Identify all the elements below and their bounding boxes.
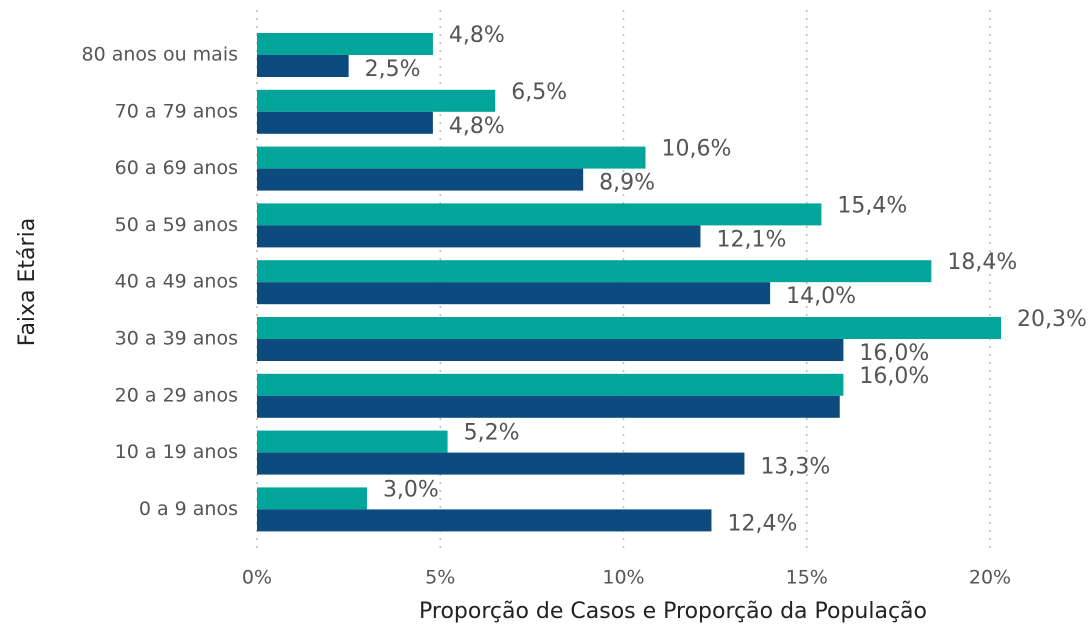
- y-axis-title: Faixa Etária: [15, 218, 40, 346]
- bar: [257, 509, 712, 532]
- bar: [257, 282, 771, 305]
- bar: [257, 430, 448, 453]
- bar: [257, 487, 367, 510]
- value-label: 6,5%: [511, 80, 567, 105]
- bar: [257, 260, 932, 283]
- value-label: 14,0%: [786, 284, 856, 309]
- bar: [257, 55, 349, 77]
- y-tick-label: 60 a 69 anos: [115, 157, 238, 179]
- y-tick-label: 20 a 29 anos: [115, 384, 238, 406]
- x-tick-label: 20%: [969, 567, 1011, 589]
- value-label: 4,8%: [449, 23, 505, 48]
- y-tick-label: 50 a 59 anos: [115, 214, 238, 236]
- value-label: 20,3%: [1017, 307, 1087, 332]
- value-label: 13,3%: [760, 455, 830, 480]
- bar: [257, 203, 822, 226]
- value-label: 3,0%: [383, 477, 439, 502]
- bar: [257, 33, 433, 55]
- value-label: 18,4%: [947, 250, 1017, 275]
- x-tick-label: 15%: [786, 567, 828, 589]
- x-axis-title: Proporção de Casos e Proporção da Popula…: [419, 599, 927, 624]
- bar: [257, 395, 840, 418]
- bar: [257, 373, 844, 396]
- value-label: 12,4%: [727, 511, 797, 536]
- value-label: 10,6%: [661, 137, 731, 162]
- bar: [257, 111, 433, 134]
- bar: [257, 146, 646, 169]
- value-label: 8,9%: [599, 171, 655, 196]
- x-tick-label: 5%: [425, 567, 455, 589]
- bar: [257, 317, 1001, 339]
- bar: [257, 89, 496, 112]
- value-label: 4,8%: [449, 114, 505, 139]
- y-tick-label: 80 anos ou mais: [82, 44, 239, 66]
- bar: [257, 225, 701, 248]
- value-label: 16,0%: [859, 364, 929, 389]
- value-label: 15,4%: [837, 193, 907, 218]
- y-tick-label: 40 a 49 anos: [115, 271, 238, 293]
- y-tick-label: 0 a 9 anos: [139, 498, 238, 520]
- value-label: 2,5%: [365, 57, 421, 82]
- x-tick-label: 10%: [602, 567, 644, 589]
- bar: [257, 452, 745, 475]
- value-label: 12,1%: [716, 227, 786, 252]
- bar: [257, 168, 584, 191]
- value-label: 5,2%: [464, 421, 520, 446]
- x-tick-label: 0%: [242, 567, 272, 589]
- y-tick-label: 30 a 39 anos: [115, 328, 238, 350]
- y-tick-label: 70 a 79 anos: [115, 100, 238, 122]
- bar: [257, 339, 844, 361]
- value-label: 16,0%: [859, 341, 929, 366]
- y-tick-label: 10 a 19 anos: [115, 441, 238, 463]
